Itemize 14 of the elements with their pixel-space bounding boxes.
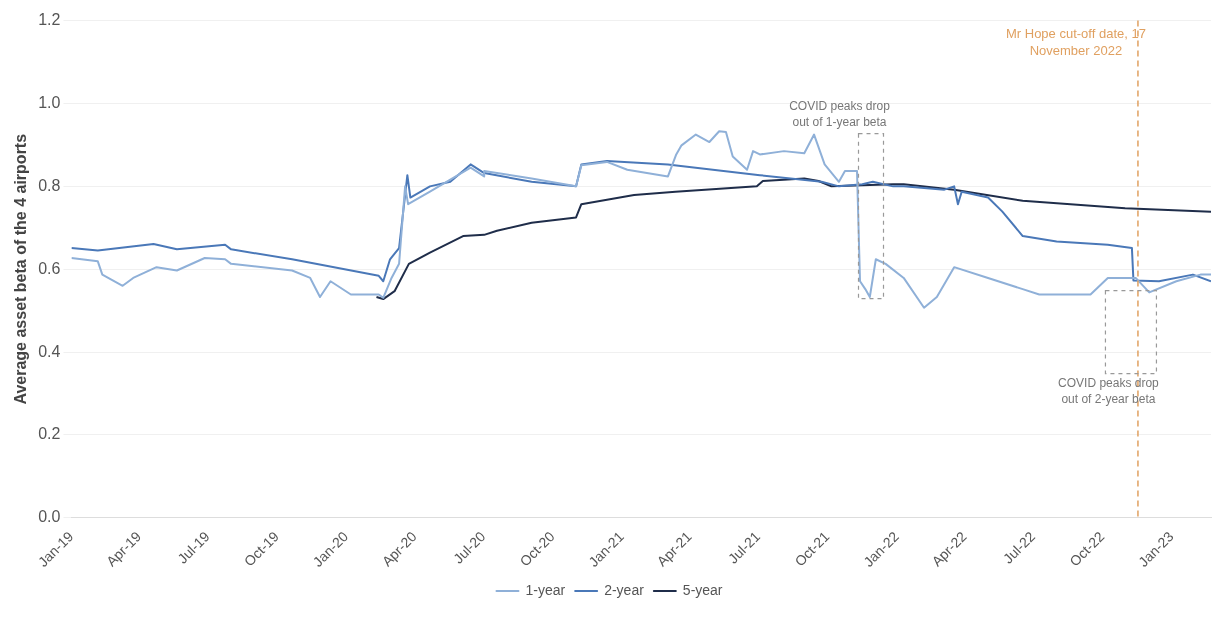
y-tick-label: 1.2: [38, 11, 61, 29]
legend-label: 1-year: [525, 581, 566, 598]
y-tick-label: 0.8: [38, 176, 61, 194]
annotation: COVID peaks drop out of 2-year beta: [1058, 375, 1160, 406]
y-tick-label: 0.4: [38, 342, 61, 360]
y-axis-title: Average asset beta of the 4 airports: [12, 133, 30, 405]
annotation: COVID peaks drop out of 1-year beta: [789, 98, 891, 129]
y-tick-label: 0.6: [38, 259, 61, 277]
legend-label: 5-year: [682, 581, 723, 598]
y-tick-label: 0.2: [38, 425, 61, 443]
ref-line-label: Mr Hope cut-off date, 17 November 2022: [1005, 26, 1146, 59]
legend-label: 2-year: [604, 581, 645, 598]
y-tick-label: 1.0: [38, 93, 61, 111]
y-tick-label: 0.0: [38, 508, 61, 526]
